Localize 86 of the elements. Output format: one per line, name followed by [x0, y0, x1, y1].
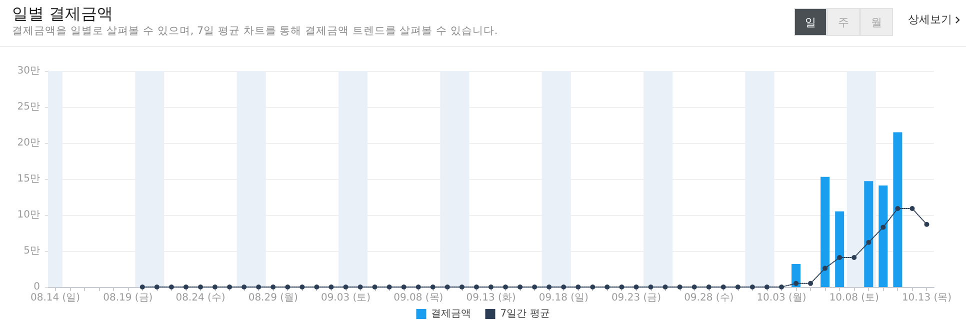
point: [735, 284, 740, 290]
point: [416, 284, 421, 290]
point: [546, 284, 552, 290]
point: [794, 280, 799, 286]
y-tick-label: 10만: [17, 210, 40, 220]
y-tick-label: 5만: [24, 246, 40, 256]
point: [198, 284, 204, 290]
point: [183, 284, 188, 290]
x-tick-label: 09.13 (화): [466, 292, 516, 304]
bar: [835, 211, 844, 287]
point: [924, 222, 930, 227]
text: 상세보기: [908, 12, 952, 27]
point: [503, 284, 508, 290]
point: [822, 266, 828, 271]
x-tick-label: 09.18 (일): [538, 292, 589, 304]
legend-label: 7일간 평균: [500, 308, 550, 320]
point: [648, 284, 654, 290]
bar: [820, 176, 830, 287]
point: [270, 284, 276, 290]
point: [343, 284, 348, 290]
point: [358, 284, 363, 290]
point: [866, 240, 872, 245]
point: [880, 224, 886, 230]
legend-label: 결제금액: [431, 308, 472, 320]
bar: [878, 185, 888, 287]
point: [604, 284, 610, 290]
point: [300, 284, 305, 290]
toggle-group: 일 주 월: [794, 8, 893, 36]
point: [328, 284, 334, 290]
x-tick-label: 09.28 (수): [684, 292, 734, 304]
x-tick-label: 09.23 (금): [611, 292, 662, 304]
point: [401, 284, 406, 290]
point: [212, 284, 218, 290]
point: [808, 280, 814, 286]
y-tick-label: 30만: [17, 66, 40, 76]
point: [590, 284, 596, 290]
x-tick-label: 08.24 (수): [176, 292, 226, 304]
point: [372, 284, 378, 290]
point: [140, 284, 145, 290]
point: [720, 284, 726, 290]
point: [474, 284, 479, 290]
point: [706, 284, 712, 290]
point: [619, 284, 624, 290]
point: [227, 284, 232, 290]
y-tick-label: 0: [34, 282, 40, 292]
y-tick-label: 20만: [17, 138, 40, 148]
point: [518, 284, 523, 290]
y-tick-label: 15만: [17, 174, 40, 184]
point: [561, 284, 566, 290]
point: [386, 284, 392, 290]
point: [677, 284, 682, 290]
x-tick-label: 08.19 (금): [103, 292, 153, 304]
point: [778, 284, 784, 290]
chart-subtitle: 결제금액을 일별로 살펴볼 수 있으며, 7일 평균 차트를 통해 결제금액 트렌드를 살펴볼 수 있습니다.: [12, 24, 498, 38]
point: [692, 284, 697, 290]
x-tick-label: 09.08 (목): [394, 292, 444, 304]
x-tick-label: 08.14 (일): [30, 292, 80, 304]
x-tick-label: 10.03 (월): [756, 292, 806, 304]
point: [750, 284, 755, 290]
point: [532, 284, 538, 290]
point: [910, 206, 915, 212]
point: [459, 284, 464, 290]
point: [662, 284, 668, 290]
point: [285, 284, 290, 290]
y-tick-label: 25만: [17, 102, 40, 112]
point: [444, 284, 450, 290]
point: [488, 284, 494, 290]
x-tick-label: 10.08 (토): [829, 292, 880, 304]
point: [242, 284, 247, 290]
x-tick-label: 08.29 (월): [248, 292, 298, 304]
chart-title: 일별 결제금액: [12, 4, 114, 25]
point: [430, 284, 436, 290]
x-tick-label: 10.13 (목): [902, 292, 952, 304]
point: [852, 254, 857, 260]
bar: [864, 181, 874, 287]
point: [576, 284, 581, 290]
point: [168, 284, 174, 290]
point: [314, 284, 320, 290]
point: [154, 284, 160, 290]
bar: [893, 132, 902, 287]
point: [256, 284, 262, 290]
point: [634, 284, 639, 290]
point: [837, 254, 842, 260]
x-tick-label: 09.03 (토): [320, 292, 371, 304]
point: [764, 284, 770, 290]
point: [895, 206, 900, 212]
